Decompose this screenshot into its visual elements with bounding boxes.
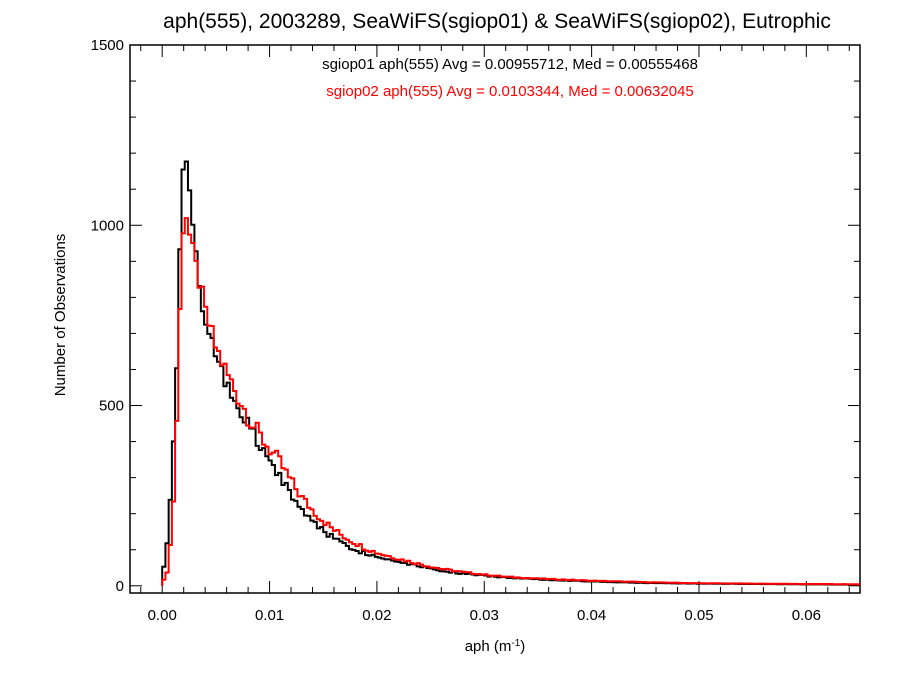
x-axis-label: aph (m-1) (465, 638, 526, 656)
x-axis-label-close: ) (520, 638, 525, 655)
y-axis-label: Number of Observations (52, 234, 69, 397)
x-tick-label: 0.02 (362, 607, 391, 624)
x-axis-label-exponent: -1 (511, 638, 520, 649)
x-axis-ticks: 0.00 0.01 0.02 0.03 0.04 0.05 0.06 (140, 45, 850, 624)
x-tick-label: 0.04 (577, 607, 606, 624)
y-tick-label: 0 (116, 578, 124, 595)
chart-title: aph(555), 2003289, SeaWiFS(sgiop01) & Se… (163, 10, 831, 33)
x-tick-label: 0.05 (684, 607, 713, 624)
y-tick-label: 500 (99, 398, 124, 415)
x-tick-label: 0.03 (470, 607, 499, 624)
x-axis-label-base: aph (m (465, 638, 512, 655)
x-tick-label: 0.00 (148, 607, 177, 624)
x-tick-label: 0.06 (792, 607, 821, 624)
y-axis-ticks: 0 500 1000 1500 (91, 37, 860, 595)
y-tick-label: 1000 (91, 217, 124, 234)
series-layer (161, 160, 860, 586)
plot-frame (129, 44, 861, 594)
y-tick-label: 1500 (91, 37, 124, 54)
x-tick-label: 0.01 (255, 607, 284, 624)
series-sgiop02-line (161, 217, 860, 586)
legend-sgiop02: sgiop02 aph(555) Avg = 0.0103344, Med = … (326, 83, 694, 100)
series-sgiop01-line (161, 160, 860, 586)
legend-sgiop01: sgiop01 aph(555) Avg = 0.00955712, Med =… (322, 56, 698, 73)
